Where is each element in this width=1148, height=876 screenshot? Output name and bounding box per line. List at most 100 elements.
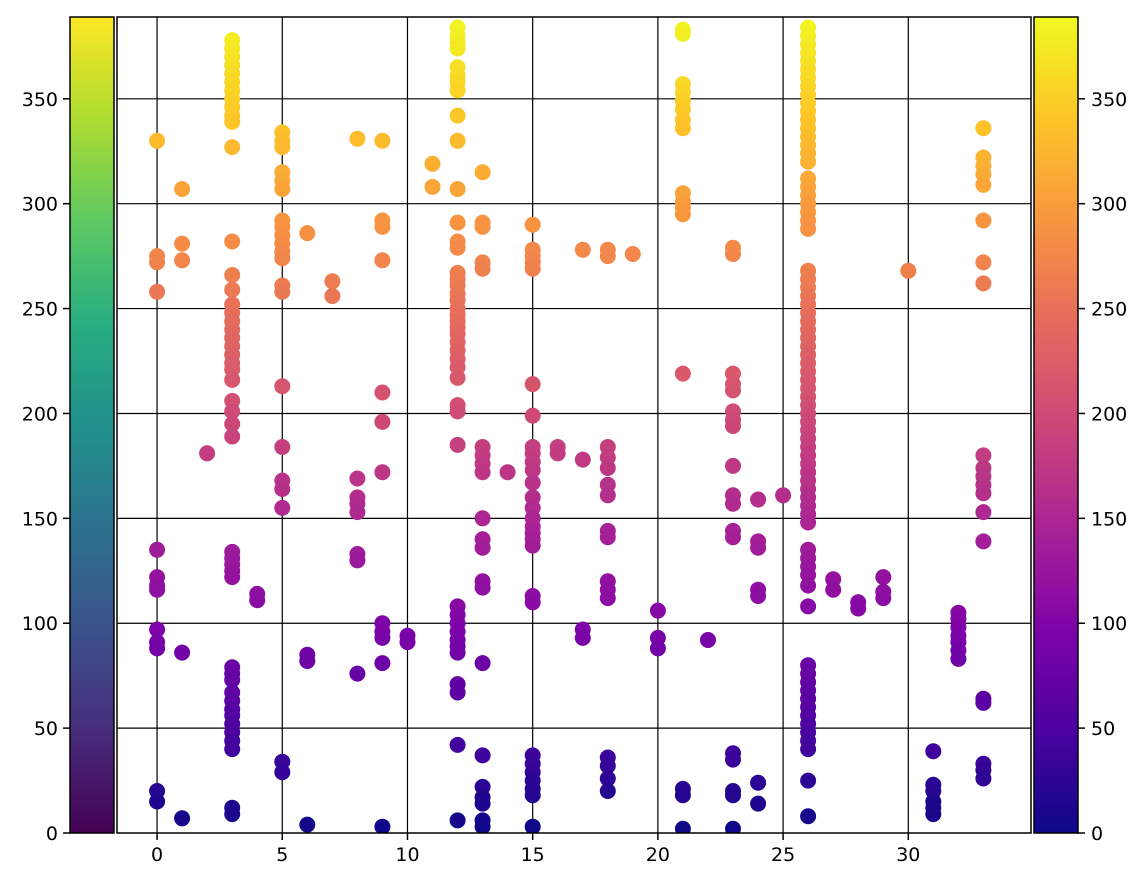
colorbar-right-tick-label: 50 — [1091, 718, 1115, 740]
data-point — [725, 457, 741, 474]
colorbar-left-tick-label: 0 — [46, 823, 58, 845]
data-point — [274, 439, 291, 455]
data-point — [975, 212, 992, 229]
data-point — [449, 132, 466, 149]
data-point — [725, 382, 741, 399]
data-point — [449, 369, 466, 386]
data-point — [975, 447, 992, 464]
data-point — [224, 569, 241, 586]
data-point — [524, 787, 541, 804]
data-point — [925, 806, 942, 823]
data-point — [374, 464, 391, 481]
colorbar-left-ticks: 0 50 100 150 200 250 300 350 — [22, 89, 70, 845]
data-point — [149, 793, 166, 810]
data-point — [825, 581, 842, 598]
data-point — [700, 632, 716, 648]
data-point — [374, 818, 391, 833]
data-point — [149, 254, 166, 271]
data-point — [224, 416, 241, 432]
data-point — [750, 491, 767, 508]
data-point — [224, 233, 241, 250]
data-point — [674, 206, 691, 223]
data-point — [474, 795, 491, 812]
colorbar-left-gradient — [69, 16, 115, 834]
data-point — [274, 378, 291, 395]
data-point — [224, 403, 241, 420]
data-point — [725, 751, 741, 768]
data-point — [449, 403, 466, 420]
colorbar-left-tick-label: 200 — [22, 403, 58, 425]
data-point — [524, 594, 541, 611]
data-point — [374, 629, 391, 646]
data-point — [975, 694, 992, 711]
data-point — [674, 25, 691, 42]
data-point — [524, 474, 541, 491]
colorbar-left: 0 50 100 150 200 250 300 350 — [22, 16, 115, 845]
data-point — [725, 495, 741, 512]
data-point — [374, 384, 391, 401]
data-point — [274, 499, 291, 516]
data-point — [149, 541, 166, 558]
data-point — [299, 816, 316, 833]
data-point — [449, 107, 466, 124]
data-point — [750, 795, 767, 812]
data-point — [725, 529, 741, 546]
x-tick-label: 0 — [151, 844, 163, 866]
colorbar-right: 0 50 100 150 200 250 300 350 — [1033, 16, 1127, 845]
data-point — [474, 464, 491, 481]
data-point — [224, 741, 241, 758]
data-point — [224, 371, 241, 388]
colorbar-left-tick-label: 300 — [22, 194, 58, 216]
colorbar-right-tick-label: 250 — [1091, 299, 1127, 321]
data-point — [174, 235, 191, 252]
data-point — [750, 539, 767, 556]
data-point — [800, 514, 817, 531]
colorbar-left-tick-label: 150 — [22, 508, 58, 530]
data-point — [800, 598, 817, 615]
data-point — [549, 445, 566, 462]
data-point — [374, 218, 391, 235]
data-point — [574, 451, 591, 468]
data-point — [474, 510, 491, 527]
data-point — [725, 820, 741, 833]
data-point — [800, 772, 817, 789]
data-point — [449, 736, 466, 753]
data-point — [649, 640, 666, 657]
colorbar-right-tick-label: 100 — [1091, 613, 1127, 635]
data-point — [149, 581, 166, 598]
data-point — [374, 413, 391, 430]
data-point — [975, 485, 992, 502]
data-point — [599, 460, 616, 476]
colorbar-right-tick-label: 150 — [1091, 508, 1127, 530]
data-point — [299, 653, 316, 669]
data-point — [524, 260, 541, 277]
data-point — [274, 181, 291, 197]
data-point — [875, 590, 892, 607]
data-point — [674, 120, 691, 137]
data-point — [174, 810, 191, 827]
data-point — [224, 281, 241, 298]
data-point — [274, 283, 291, 300]
data-point — [149, 640, 166, 657]
data-point — [399, 634, 416, 651]
data-point — [599, 590, 616, 607]
data-point — [274, 139, 291, 156]
data-point — [725, 246, 741, 262]
data-point — [800, 153, 817, 170]
data-point — [274, 250, 291, 267]
data-point — [599, 487, 616, 504]
data-point — [224, 267, 241, 283]
data-point — [800, 741, 817, 758]
data-point — [149, 283, 166, 300]
scatter-points — [149, 19, 992, 833]
grid-lines — [117, 17, 1031, 833]
data-point — [775, 487, 792, 504]
data-point — [224, 671, 241, 688]
data-point — [674, 365, 691, 382]
data-point — [449, 40, 466, 57]
data-point — [449, 812, 466, 829]
data-point — [499, 464, 516, 481]
data-point — [424, 155, 441, 172]
data-point — [174, 644, 191, 661]
data-point — [449, 181, 466, 197]
